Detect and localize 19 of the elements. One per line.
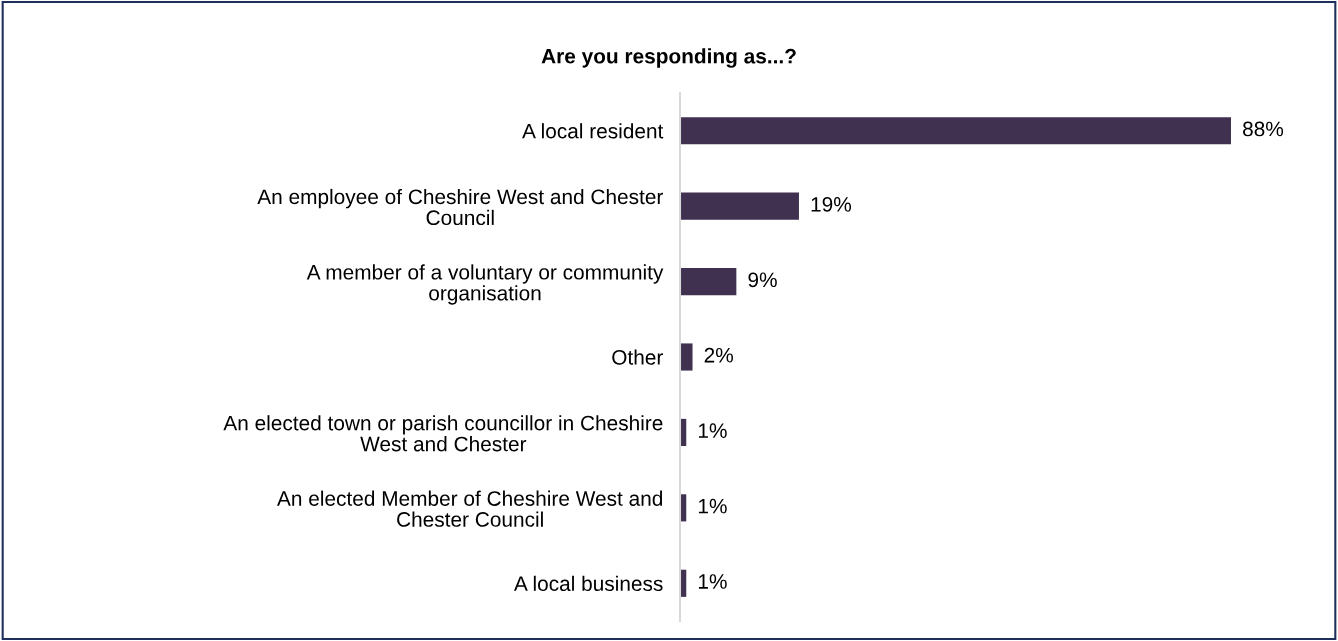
data-label: 1% xyxy=(698,574,727,589)
y-tick-label: A local business xyxy=(513,575,663,592)
y-tick-label: An elected town or parish councillor in Cheshire West and Chester xyxy=(223,415,663,452)
data-label: 1% xyxy=(698,423,727,438)
y-tick-label: A member of a voluntary or community organisation xyxy=(306,264,664,305)
bar xyxy=(680,117,1231,145)
data-label: 88% xyxy=(1243,121,1284,137)
data-label: 1% xyxy=(698,498,727,514)
bar xyxy=(680,267,737,296)
y-tick-label: An employee of Cheshire West and Chester Council xyxy=(257,188,664,226)
data-label: 2% xyxy=(704,347,733,363)
bar xyxy=(680,343,693,371)
data-label: 19% xyxy=(811,196,852,212)
y-tick-label: A local resident xyxy=(522,123,664,139)
y-tick-label: Other xyxy=(612,349,663,365)
chart-title: Are you responding as...? xyxy=(541,48,796,68)
y-tick-label: An elected Member of Cheshire West and Chester Council xyxy=(277,490,663,527)
bar xyxy=(680,192,799,220)
data-label: 9% xyxy=(748,272,777,288)
